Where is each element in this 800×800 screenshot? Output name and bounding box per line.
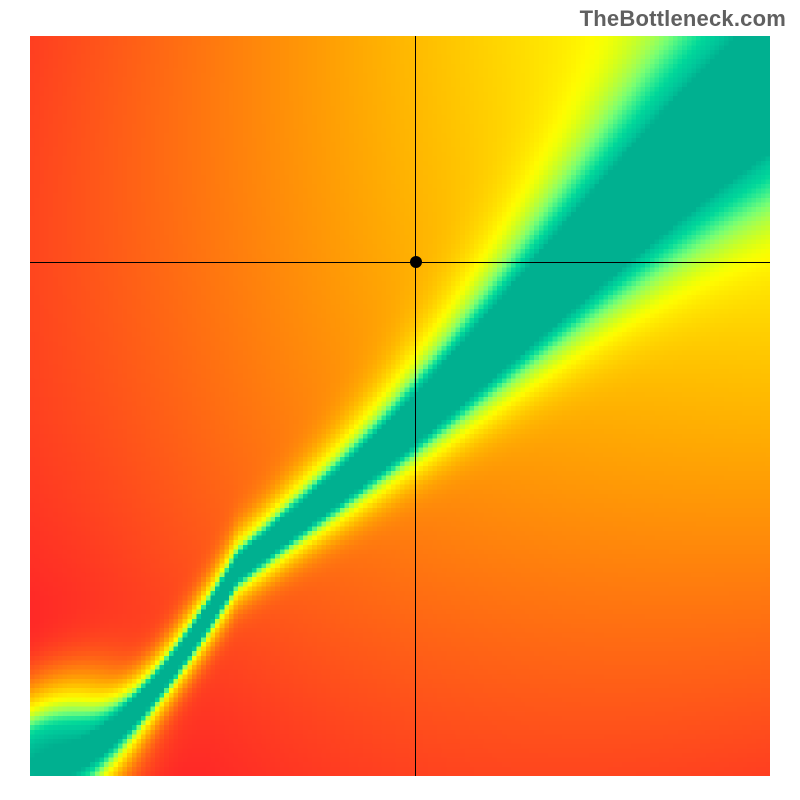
heatmap-canvas [30, 36, 770, 776]
chart-container: TheBottleneck.com [0, 0, 800, 800]
watermark-text: TheBottleneck.com [580, 6, 786, 32]
crosshair-vertical [415, 36, 416, 776]
crosshair-horizontal [30, 262, 770, 263]
crosshair-point [410, 256, 422, 268]
